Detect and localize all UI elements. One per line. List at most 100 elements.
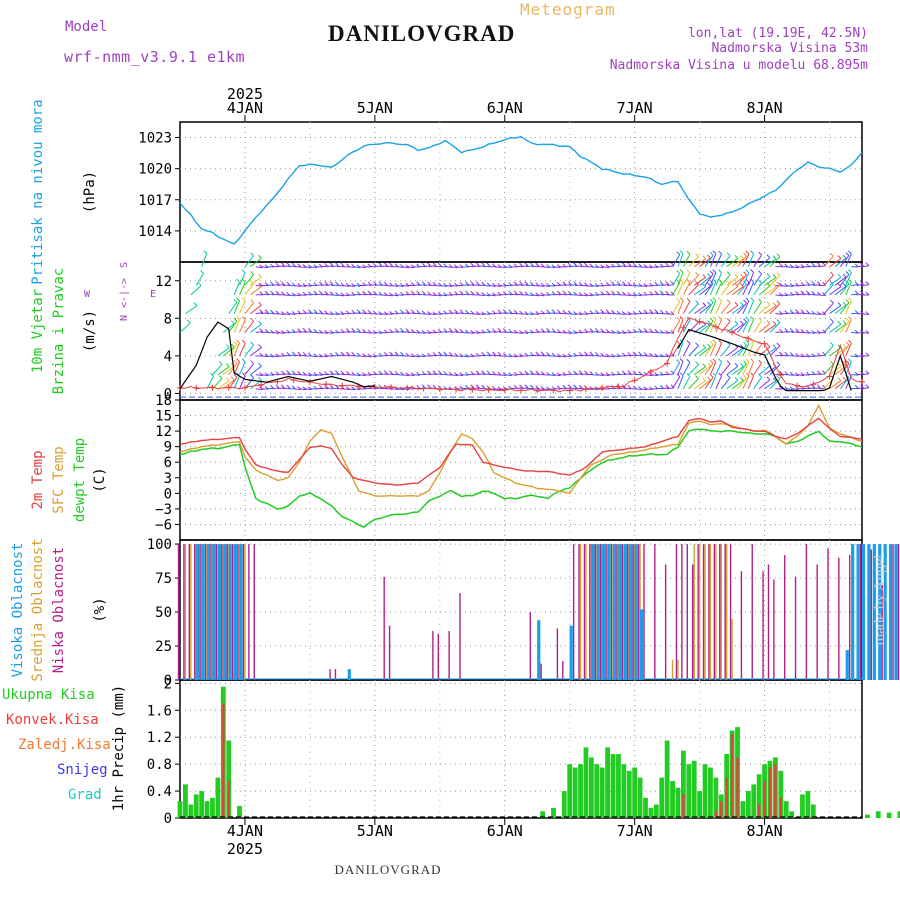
wind-barb — [709, 300, 717, 314]
cloud-bar — [872, 544, 876, 680]
wind-barb-head — [324, 290, 329, 295]
wind-barb-head — [567, 384, 572, 389]
wind-barb-head — [318, 309, 323, 314]
wind-barb — [726, 347, 739, 357]
wind-barb-head — [676, 359, 681, 363]
wind-barb — [645, 312, 653, 315]
wind-barb — [834, 285, 847, 296]
cloud-bar — [244, 544, 246, 680]
cloud-bar — [437, 633, 440, 680]
wind-barb-head — [676, 279, 681, 284]
cloud-bar — [188, 544, 191, 680]
wind-barb-head — [241, 278, 246, 283]
wind-barb — [358, 312, 366, 315]
wind-barb-head — [772, 302, 777, 307]
wind-barb — [580, 313, 588, 315]
wind-barb-head — [219, 272, 222, 275]
wind-barb — [288, 354, 296, 357]
wind-barb — [261, 266, 269, 269]
wind-gust-marker — [842, 358, 849, 365]
wind-barb — [737, 283, 747, 296]
wind-barb-head — [481, 281, 486, 286]
wind-barb-head — [535, 370, 540, 375]
wind-barb — [802, 355, 810, 358]
wind-barb — [823, 274, 834, 286]
wind-barb — [391, 294, 399, 297]
wind-barb — [688, 275, 699, 286]
wind-gust-marker — [729, 329, 736, 336]
wind-barb — [423, 265, 431, 268]
cloud-bar — [637, 544, 640, 680]
wind-barb — [861, 284, 870, 286]
wind-barb — [791, 312, 799, 315]
wind-barb — [650, 355, 658, 358]
wind-barb — [580, 354, 588, 357]
wind-barb — [769, 322, 781, 333]
wind-barb — [591, 266, 599, 268]
wind-barb-head — [270, 290, 274, 295]
wind-barb-head — [616, 371, 621, 375]
wind-barb-head — [481, 384, 486, 389]
wind-barb — [634, 388, 642, 391]
wind-barb — [261, 312, 269, 315]
wind-barb — [737, 302, 747, 314]
wind-barb-head — [356, 328, 361, 332]
wind-barb — [758, 304, 771, 315]
wind-barb — [618, 265, 626, 268]
wind-barb — [326, 313, 334, 315]
wind-barb-head — [250, 318, 255, 322]
wind-barb — [612, 355, 621, 358]
wind-barb-head — [362, 328, 366, 333]
cloud-bar — [621, 544, 624, 680]
wind-barb — [780, 284, 788, 287]
wind-barb-head — [734, 301, 739, 306]
wind-barb — [618, 284, 626, 286]
wind-barb-head — [204, 298, 207, 301]
wind-barb — [802, 293, 810, 296]
wind-barb — [439, 294, 447, 297]
wind-barb — [704, 301, 714, 314]
wind-barb-head — [676, 373, 681, 378]
wind-barb-head — [378, 384, 383, 389]
wind-barb-head — [676, 251, 681, 256]
cloud-bar — [196, 544, 200, 680]
wind-barb-head — [302, 328, 307, 332]
wind-barb — [786, 312, 794, 315]
wind-barb — [758, 323, 771, 333]
wind-barb-head — [258, 376, 262, 381]
wind-barb-head — [600, 291, 605, 295]
wind-gust-marker — [680, 324, 687, 331]
wind-barb — [682, 282, 691, 296]
wind-barb-head — [448, 309, 453, 314]
wind-barb-head — [231, 302, 234, 305]
wind-barb — [829, 258, 842, 268]
wind-barb — [520, 313, 529, 316]
wind-barb — [834, 276, 847, 286]
wind-barb — [504, 355, 512, 358]
wind-barb — [677, 281, 684, 296]
precip-conv-bar — [682, 794, 685, 818]
wind-barb-head — [718, 278, 722, 283]
wind-barb-head — [529, 262, 534, 267]
precip-total-bar — [215, 777, 221, 818]
wind-barb — [602, 266, 610, 269]
wind-barb — [233, 342, 241, 357]
wind-barb-head — [186, 319, 191, 324]
wind-barb-head — [465, 309, 469, 314]
wind-barb-head — [470, 371, 475, 375]
wind-barb-head — [567, 281, 572, 285]
wind-barb — [623, 265, 631, 268]
precip-total-bar — [599, 767, 605, 818]
wind-barb — [575, 265, 583, 268]
wind-barb-head — [427, 281, 431, 285]
wind-barb — [634, 354, 642, 357]
wind-barb — [623, 294, 631, 297]
wind-barb-head — [198, 343, 201, 346]
wind-barb-head — [795, 328, 799, 333]
wind-barb — [634, 294, 642, 297]
wind-barb — [596, 374, 604, 377]
wind-barb-head — [562, 281, 567, 286]
precip-total-bar — [675, 787, 681, 818]
wind-barb-head — [712, 339, 717, 344]
wind-gust-marker — [534, 387, 541, 394]
